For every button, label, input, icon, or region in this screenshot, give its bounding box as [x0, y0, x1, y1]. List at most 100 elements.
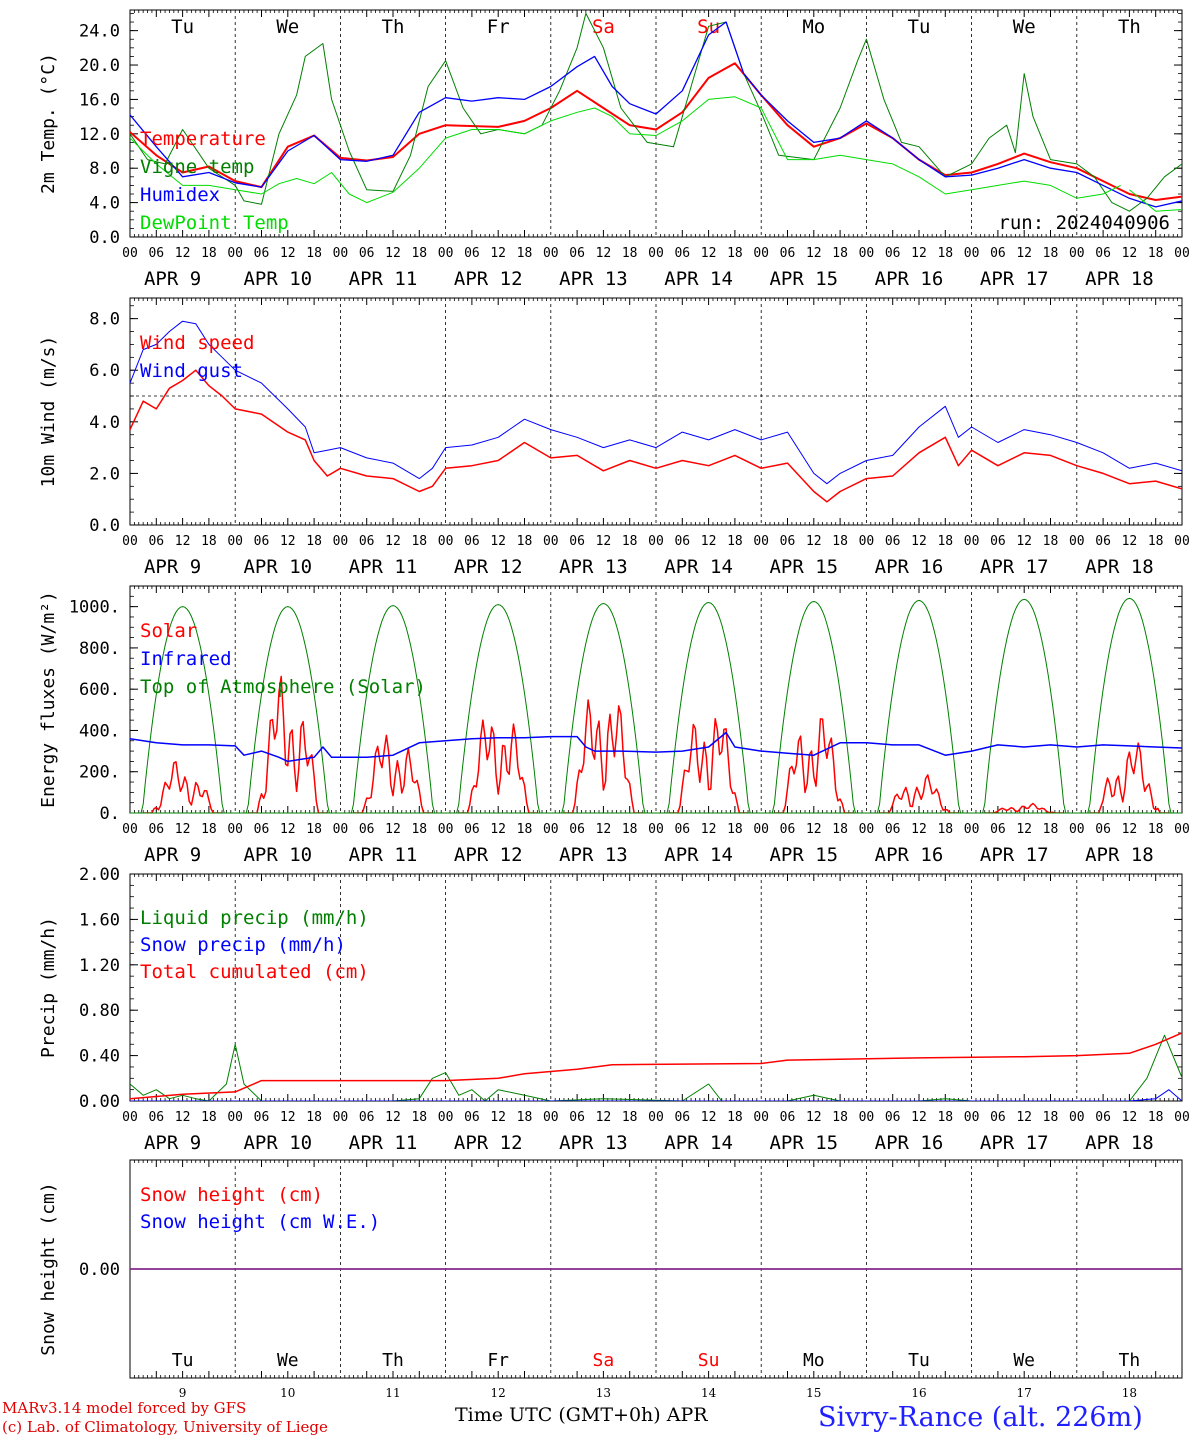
hour-tick-label: 00 [227, 1110, 243, 1125]
date-label: APR 12 [454, 556, 523, 578]
y-tick-label: 400. [79, 721, 120, 741]
hour-tick-label: 18 [727, 246, 743, 261]
y-tick-label: 16.0 [79, 90, 120, 110]
day-name-bottom: Tu [908, 1350, 930, 1371]
hour-tick-label: 06 [990, 822, 1006, 837]
hour-tick-label: 06 [674, 822, 690, 837]
day-number: 13 [596, 1386, 611, 1400]
day-name-bottom: We [277, 1350, 299, 1371]
hour-tick-label: 12 [175, 822, 191, 837]
day-number: 18 [1122, 1386, 1137, 1400]
hour-tick-label: 18 [937, 1110, 953, 1125]
hour-tick-label: 06 [885, 246, 901, 261]
hour-tick-label: 00 [227, 246, 243, 261]
date-label: APR 18 [1085, 844, 1154, 866]
hour-tick-label: 00 [122, 822, 138, 837]
hour-tick-label: 12 [596, 246, 612, 261]
x-axis-title: Time UTC (GMT+0h) APR [455, 1404, 708, 1426]
hour-tick-label: 12 [701, 1110, 717, 1125]
hour-tick-label: 00 [753, 246, 769, 261]
legend-entry: Wind gust [140, 360, 243, 382]
legend-entry: Snow height (cm) [140, 1184, 323, 1206]
hour-tick-label: 06 [148, 534, 164, 549]
day-name: Sa [592, 16, 615, 38]
lab-credit: (c) Lab. of Climatology, University of L… [2, 1418, 328, 1436]
hour-tick-label: 18 [517, 1110, 533, 1125]
day-name: Fr [487, 16, 510, 38]
hour-tick-label: 00 [964, 822, 980, 837]
hour-tick-label: 00 [227, 822, 243, 837]
series-liquid-precip-mm-h [130, 1034, 1182, 1101]
hour-tick-label: 12 [596, 822, 612, 837]
day-name-bottom: Th [382, 1350, 404, 1371]
y-tick-label: 0.0 [89, 228, 120, 248]
series-humidex [130, 21, 1182, 208]
date-label: APR 16 [875, 1132, 944, 1154]
date-label: APR 15 [769, 844, 838, 866]
hour-tick-label: 00 [543, 822, 559, 837]
hour-tick-label: 06 [464, 534, 480, 549]
series-dewpoint-temp [130, 96, 1121, 204]
day-number: 16 [911, 1386, 926, 1400]
date-label: APR 13 [559, 844, 628, 866]
hour-tick-label: 12 [490, 246, 506, 261]
day-number: 14 [701, 1386, 717, 1400]
hour-tick-label: 12 [1016, 822, 1032, 837]
hour-tick-label: 12 [701, 534, 717, 549]
hour-tick-label: 12 [911, 246, 927, 261]
hour-tick-label: 06 [1095, 246, 1111, 261]
hour-tick-label: 00 [438, 1110, 454, 1125]
model-credit: MARv3.14 model forced by GFS [2, 1399, 247, 1417]
hour-tick-label: 00 [122, 1110, 138, 1125]
day-number: 15 [806, 1386, 821, 1400]
series-toa-solar [235, 606, 341, 813]
hour-tick-label: 06 [464, 822, 480, 837]
hour-tick-label: 06 [674, 1110, 690, 1125]
hour-tick-label: 06 [569, 1110, 585, 1125]
y-tick-label: 1.60 [79, 910, 120, 930]
hour-tick-label: 12 [280, 246, 296, 261]
date-label: APR 10 [243, 268, 312, 290]
run-label: run: 2024040906 [998, 212, 1170, 234]
hour-tick-label: 12 [911, 534, 927, 549]
day-name: We [1013, 16, 1036, 38]
y-tick-label: 4.0 [89, 194, 120, 214]
hour-tick-label: 06 [990, 246, 1006, 261]
date-label: APR 15 [769, 1132, 838, 1154]
y-tick-label: 24.0 [79, 22, 120, 42]
hour-tick-label: 12 [596, 534, 612, 549]
series-solar [669, 718, 749, 813]
hour-tick-label: 06 [990, 1110, 1006, 1125]
hour-tick-label: 00 [122, 246, 138, 261]
hour-tick-label: 00 [648, 534, 664, 549]
hour-tick-label: 18 [201, 246, 217, 261]
hour-tick-label: 18 [832, 822, 848, 837]
hour-tick-label: 18 [1148, 1110, 1164, 1125]
hour-tick-label: 12 [1016, 534, 1032, 549]
hour-tick-label: 06 [990, 534, 1006, 549]
date-label: APR 17 [980, 1132, 1049, 1154]
hour-tick-label: 06 [885, 534, 901, 549]
hour-tick-label: 06 [148, 1110, 164, 1125]
day-number: 17 [1017, 1386, 1032, 1400]
hour-tick-label: 12 [1122, 1110, 1138, 1125]
day-name: Tu [908, 16, 931, 38]
hour-tick-label: 18 [727, 534, 743, 549]
series-wind-gust [130, 320, 1182, 485]
date-label: APR 9 [144, 844, 201, 866]
hour-tick-label: 06 [780, 1110, 796, 1125]
legend-entry: Top of Atmosphere (Solar) [140, 676, 426, 698]
date-label: APR 11 [349, 556, 418, 578]
date-label: APR 13 [559, 556, 628, 578]
day-name-bottom: Fr [487, 1350, 509, 1371]
hour-tick-label: 12 [385, 822, 401, 837]
date-label: APR 15 [769, 268, 838, 290]
hour-tick-label: 12 [1016, 1110, 1032, 1125]
hour-tick-label: 00 [543, 246, 559, 261]
hour-tick-label: 12 [1122, 534, 1138, 549]
y-axis-title: 10m Wind (m/s) [38, 336, 59, 488]
hour-tick-label: 00 [1069, 822, 1085, 837]
day-number: 12 [491, 1386, 506, 1400]
y-axis-title: Snow height (cm) [38, 1182, 59, 1355]
y-tick-label: 12.0 [79, 125, 120, 145]
